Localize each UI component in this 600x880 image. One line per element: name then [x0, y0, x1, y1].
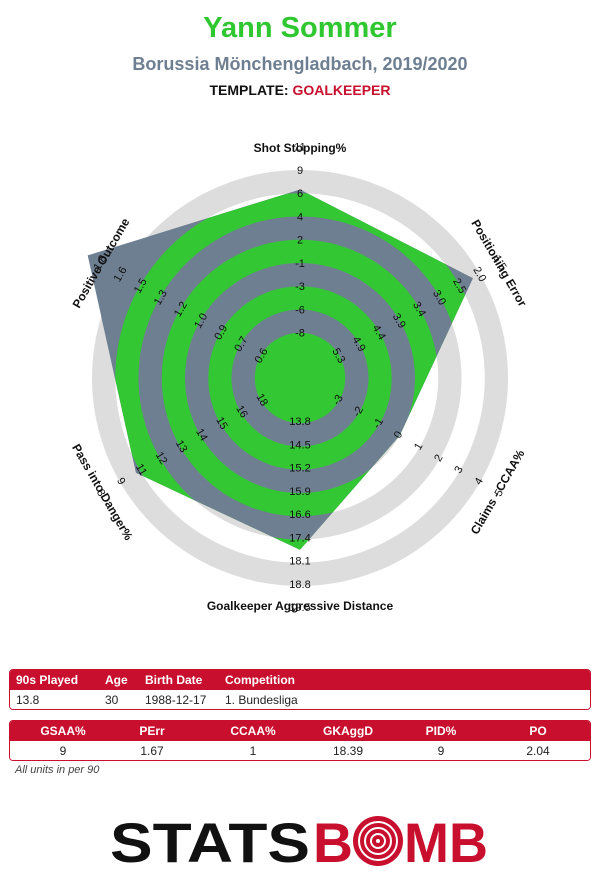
axis-tick-label: 11 [294, 142, 305, 154]
axis-tick-label: 2 [432, 453, 445, 464]
axis-tick-label: 18.8 [289, 579, 310, 591]
axis-tick-label: 9 [114, 476, 127, 487]
info-value-cell: 13.8 [16, 693, 40, 707]
info-header-cell: Competition [225, 673, 295, 687]
logo-text-stats: STATS [110, 811, 310, 870]
team-season: Borussia Mönchengladbach, 2019/2020 [132, 54, 468, 74]
axis-tick-label: 6 [297, 188, 303, 200]
stats-value-cell: 18.39 [332, 744, 364, 758]
info-value-row: 13.8 30 1988-12-17 1. Bundesliga [10, 690, 590, 709]
info-value-cell: 1. Bundesliga [225, 693, 298, 707]
axis-tick-label: -1 [295, 258, 305, 270]
axis-tick-label: 4 [472, 476, 485, 487]
axis-tick-label: 16.6 [289, 509, 310, 521]
axis-tick-label: 11 [133, 462, 149, 478]
stats-value-cell: 1 [249, 744, 257, 758]
axis-tick-label: 15.2 [289, 463, 310, 475]
axis-tick-label: 13 [173, 438, 190, 455]
units-footnote: All units in per 90 [15, 764, 100, 776]
axis-tick-label: 1 [412, 441, 425, 452]
axis-tick-label: 2 [297, 235, 303, 247]
logo-text-mb: MB [404, 811, 488, 870]
axis-tick-label: 14.5 [289, 439, 310, 451]
axis-tick-label: 3 [452, 464, 465, 475]
axis-tick-label: 4 [297, 211, 303, 223]
stats-header-cell: CCAA% [230, 724, 276, 738]
stats-value-cell: 2.04 [526, 744, 550, 758]
info-header-row: 90s Played Age Birth Date Competition [10, 670, 590, 690]
info-header-cell: Birth Date [145, 673, 203, 687]
info-header-cell: 90s Played [16, 673, 79, 687]
stats-header-cell: PID% [425, 724, 457, 738]
stats-value-row: 9 1.67 1 18.39 9 2.04 [10, 741, 590, 760]
axis-title: Goalkeeper Aggressive Distance [207, 599, 394, 613]
axis-tick-label: 9 [297, 165, 303, 177]
axis-tick-label: -6 [295, 304, 305, 316]
axis-tick-label: 8 [94, 487, 107, 498]
stats-header-row: GSAA% PErr CCAA% GKAggD PID% PO [10, 721, 590, 741]
axis-tick-label: -3 [295, 281, 305, 293]
axis-tick-label: 18 [254, 392, 271, 409]
axis-tick-label: 13.8 [289, 416, 310, 428]
axis-tick-label: 0 [392, 429, 405, 440]
statsbomb-logo: STATS B MB [110, 811, 488, 870]
metric-stats-table: GSAA% PErr CCAA% GKAggD PID% PO 9 1.67 1… [9, 720, 591, 761]
info-header-cell: Age [105, 673, 128, 687]
stats-header-cell: PO [529, 724, 547, 738]
axis-tick-label: 15 [213, 415, 230, 432]
template-value: GOALKEEPER [292, 82, 391, 98]
player-area-center [278, 356, 322, 400]
player-info-table: 90s Played Age Birth Date Competition 13… [9, 669, 591, 710]
axis-tick-label: 5 [493, 487, 506, 498]
stats-header-cell: GKAggD [323, 724, 373, 738]
axis-tick-label: 14 [193, 427, 210, 444]
info-value-cell: 30 [105, 693, 119, 707]
template-label: TEMPLATE: [209, 82, 289, 98]
axis-tick-label: 19.5 [289, 602, 310, 614]
template-line: TEMPLATE: GOALKEEPER [0, 82, 600, 98]
axis-tick-label: 12 [153, 450, 170, 467]
stats-value-cell: 1.67 [140, 744, 164, 758]
stats-header-cell: GSAA% [40, 724, 86, 738]
logo-target-icon [353, 816, 403, 866]
axis-tick-label: 17.4 [289, 532, 310, 544]
axis-tick-label: 15.9 [289, 486, 310, 498]
stats-value-cell: 9 [437, 744, 445, 758]
info-value-cell: 1988-12-17 [145, 693, 207, 707]
axis-tick-label: 16 [233, 403, 250, 420]
player-name: Yann Sommer [203, 12, 397, 44]
axis-title: Shot Stopping% [254, 141, 347, 155]
stats-header-cell: PErr [139, 724, 165, 738]
logo-text-b: B [313, 811, 353, 870]
axis-tick-label: -8 [295, 328, 305, 340]
axis-tick-label: 18.1 [289, 556, 310, 568]
stats-value-cell: 9 [59, 744, 67, 758]
